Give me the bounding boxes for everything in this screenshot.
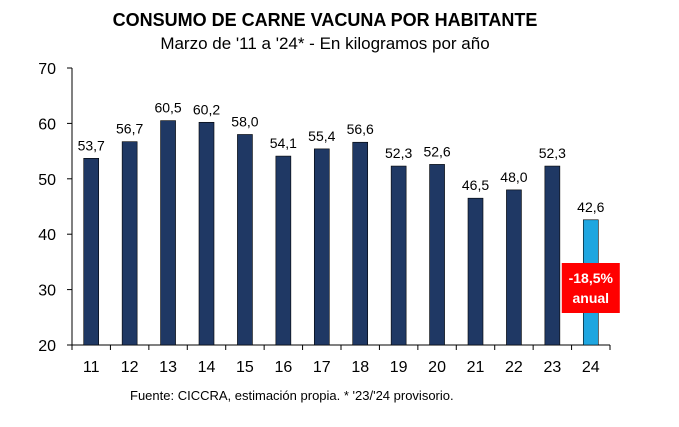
- data-label-13: 60,5: [154, 100, 181, 116]
- bar-17: [313, 148, 330, 346]
- bar-11: [83, 158, 100, 346]
- y-tick-label: 20: [38, 338, 56, 355]
- x-tick-label-11: 11: [83, 359, 100, 376]
- x-tick-label-22: 22: [505, 359, 523, 376]
- x-tick-label-20: 20: [428, 359, 446, 376]
- bar-22: [506, 189, 522, 346]
- x-tick-label-24: 24: [582, 359, 600, 376]
- source-footnote: Fuente: CICCRA, estimación propia. * '23…: [130, 388, 454, 403]
- data-label-14: 60,2: [193, 101, 220, 117]
- bar-16: [275, 155, 292, 346]
- data-label-15: 58,0: [231, 113, 258, 129]
- annotation-period: anual: [572, 290, 609, 306]
- x-tick-label-17: 17: [313, 359, 331, 376]
- x-tick-label-14: 14: [198, 359, 216, 376]
- y-tick-label: 70: [38, 61, 56, 78]
- bar-21: [467, 197, 484, 346]
- x-tick-label-18: 18: [351, 359, 369, 376]
- x-tick-label-13: 13: [159, 359, 177, 376]
- data-label-22: 48,0: [500, 169, 527, 185]
- x-tick-label-23: 23: [543, 359, 561, 376]
- data-label-24: 42,6: [577, 199, 604, 215]
- bar-12: [121, 141, 138, 346]
- chart-title: CONSUMO DE CARNE VACUNA POR HABITANTE: [112, 10, 538, 30]
- x-tick-label-21: 21: [467, 359, 485, 376]
- data-label-21: 46,5: [462, 177, 489, 193]
- bar-23: [544, 165, 561, 346]
- y-tick-label: 40: [38, 227, 56, 244]
- x-tick-label-12: 12: [121, 359, 139, 376]
- annotation-box: [561, 263, 620, 313]
- x-tick-label-16: 16: [274, 359, 292, 376]
- data-label-18: 56,6: [347, 121, 374, 137]
- bar-20: [429, 164, 445, 346]
- bar-19: [390, 165, 407, 346]
- bar-14: [198, 121, 215, 346]
- data-label-23: 52,3: [539, 145, 566, 161]
- annotation-change: -18,5%: [569, 270, 614, 286]
- data-label-20: 52,6: [423, 143, 450, 159]
- data-label-12: 56,7: [116, 121, 143, 137]
- x-tick-label-19: 19: [390, 359, 408, 376]
- y-tick-label: 30: [38, 283, 56, 300]
- data-label-16: 54,1: [270, 135, 297, 151]
- chart-subtitle: Marzo de '11 a '24* - En kilogramos por …: [160, 34, 490, 53]
- data-label-19: 52,3: [385, 145, 412, 161]
- y-tick-label: 60: [38, 116, 56, 133]
- bar-18: [352, 141, 369, 346]
- bar-13: [160, 120, 176, 346]
- data-label-17: 55,4: [308, 128, 335, 144]
- data-label-11: 53,7: [78, 137, 105, 153]
- y-tick-label: 50: [38, 172, 56, 189]
- bar-15: [237, 134, 253, 346]
- x-tick-label-15: 15: [236, 359, 254, 376]
